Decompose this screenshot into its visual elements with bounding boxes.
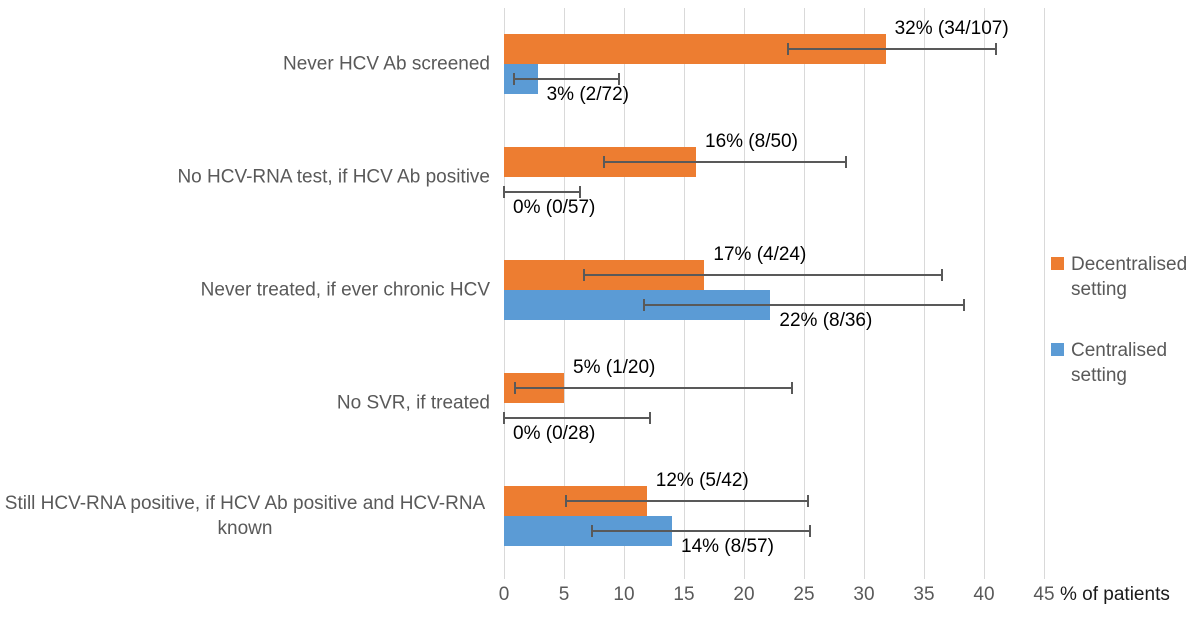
error-bar-cap <box>962 299 965 311</box>
error-bar-cap <box>845 156 847 169</box>
error-bar <box>788 48 996 51</box>
data-label-centralised: 0% (0/57) <box>513 197 596 219</box>
legend-item-decentralised[interactable]: Decentralised setting <box>1051 252 1191 302</box>
axis-tick <box>864 572 865 579</box>
error-bar <box>566 499 808 502</box>
error-bar-cap <box>809 524 811 537</box>
x-tick-label: 0 <box>498 584 510 605</box>
error-bar <box>603 161 846 164</box>
x-tick-label: 30 <box>853 584 875 605</box>
legend-label-decentralised: Decentralised setting <box>1071 254 1188 301</box>
error-bar-cap <box>995 43 997 56</box>
axis-tick <box>744 572 745 579</box>
data-label-decentralised: 17% (4/24) <box>713 244 807 265</box>
error-bar <box>504 416 651 419</box>
error-bar <box>513 78 620 81</box>
x-axis-title: % of patients <box>1060 584 1170 605</box>
error-bar-cap <box>787 43 790 56</box>
error-bar-cap <box>791 381 793 394</box>
error-bar-cap <box>583 269 586 281</box>
gridline <box>864 8 865 572</box>
x-tick-label: 15 <box>673 584 695 605</box>
error-bar-cap <box>578 186 581 199</box>
error-bar <box>514 386 792 389</box>
error-bar-cap <box>590 524 593 537</box>
legend-swatch-centralised <box>1051 343 1064 357</box>
x-tick-label: 35 <box>913 584 935 605</box>
error-bar <box>644 304 964 306</box>
data-label-decentralised: 32% (34/107) <box>894 18 1009 40</box>
axis-tick <box>624 572 625 579</box>
x-tick-label: 25 <box>793 584 815 605</box>
legend-item-centralised[interactable]: Centralised setting <box>1051 338 1191 388</box>
data-label-decentralised: 16% (8/50) <box>705 131 798 153</box>
x-tick-label: 45 <box>1033 584 1055 605</box>
x-tick-label: 20 <box>733 584 755 605</box>
gridline <box>1044 8 1045 572</box>
error-bar-cap <box>513 381 516 394</box>
axis-tick <box>804 572 805 579</box>
x-tick-label: 40 <box>973 584 995 605</box>
error-bar-cap <box>941 269 943 281</box>
data-label-centralised: 3% (2/72) <box>546 84 629 106</box>
data-label-centralised: 0% (0/28) <box>513 422 596 444</box>
category-label: Never HCV Ab screened <box>283 53 490 75</box>
axis-tick <box>1044 572 1045 579</box>
axis-tick <box>504 572 505 579</box>
error-bar-cap <box>649 411 652 424</box>
gridline <box>804 8 805 572</box>
axis-tick <box>924 572 925 579</box>
error-bar-cap <box>806 494 809 507</box>
error-bar-cap <box>503 411 505 424</box>
gridline <box>924 8 925 572</box>
error-bar-cap <box>503 186 505 199</box>
category-label: Still HCV-RNA positive, if HCV Ab positi… <box>4 492 486 539</box>
x-tick-label: 10 <box>613 584 635 605</box>
plot-area: 32% (34/107) 16% (8/50) 17% (4/24) 5% (1/20… <box>503 8 1045 579</box>
data-label-decentralised: 5% (1/20) <box>573 356 656 378</box>
error-bar-cap <box>602 156 605 169</box>
category-label: Never treated, if ever chronic HCV <box>200 279 490 301</box>
axis-tick <box>684 572 685 579</box>
axis-tick <box>564 572 565 579</box>
legend: Decentralised setting Centralised settin… <box>1051 252 1191 388</box>
data-label-centralised: 14% (8/57) <box>681 535 774 557</box>
category-label: No SVR, if treated <box>336 392 490 414</box>
category-label: No HCV-RNA test, if HCV Ab positive <box>177 166 490 188</box>
error-bar-cap <box>643 299 646 311</box>
gridline <box>984 8 985 572</box>
legend-label-centralised: Centralised setting <box>1071 340 1168 387</box>
error-bar <box>584 274 942 276</box>
error-bar <box>591 529 810 532</box>
legend-swatch-decentralised <box>1051 257 1064 270</box>
error-bar-cap <box>565 494 568 507</box>
x-tick-label: 5 <box>558 584 570 605</box>
data-label-decentralised: 12% (5/42) <box>655 469 749 491</box>
error-bar <box>504 191 580 194</box>
data-label-centralised: 22% (8/36) <box>779 310 873 331</box>
error-bar-cap <box>512 73 515 86</box>
error-bar-cap <box>618 73 621 86</box>
axis-tick <box>984 572 985 579</box>
